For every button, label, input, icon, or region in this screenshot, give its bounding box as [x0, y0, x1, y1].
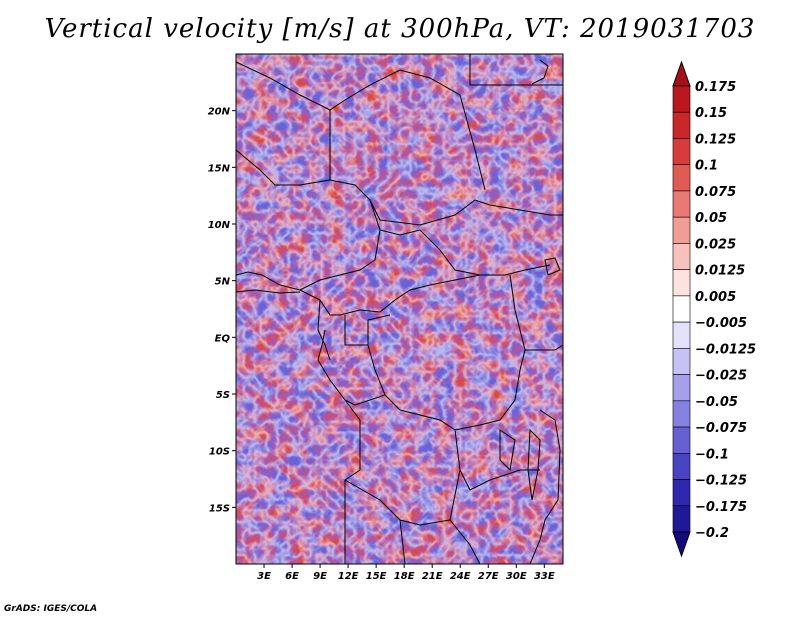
lon-tick-label: 33E	[534, 571, 555, 582]
colorbar-segment	[672, 295, 691, 323]
grads-credit: GrADS: IGES/COLA	[4, 604, 98, 614]
velocity-field-map: 20N 15N 10N 5N EQ 5S 10S 15S 3E 6E 9E 12E 15E 18E 21E…	[208, 53, 564, 582]
colorbar-segment	[672, 452, 691, 480]
colorbar-segment	[672, 374, 691, 402]
colorbar-segment	[672, 190, 691, 218]
lat-tick-label: 5S	[216, 390, 230, 401]
colorbar-segment	[672, 479, 691, 507]
colorbar-label: 0.05	[695, 211, 727, 226]
lon-tick-label: 6E	[285, 571, 299, 582]
colorbar-label: −0.175	[695, 500, 747, 515]
colorbar-label: −0.075	[695, 421, 747, 436]
lon-tick-label: 27E	[478, 571, 499, 582]
colorbar-label: 0.175	[695, 80, 736, 95]
colorbar-segment	[672, 321, 691, 349]
colorbar-label: −0.05	[695, 395, 738, 410]
colorbar-segment	[672, 348, 691, 375]
colorbar-segment	[672, 111, 691, 139]
colorbar-segment	[672, 400, 691, 428]
colorbar-label: −0.0125	[695, 342, 756, 357]
lon-tick-label: 15E	[366, 571, 387, 582]
lat-tick-label: 5N	[215, 277, 231, 288]
colorbar-label: 0.025	[695, 237, 736, 252]
colorbar-segment	[672, 426, 691, 454]
colorbar-label: −0.125	[695, 474, 747, 489]
colorbar-segment	[672, 138, 691, 166]
colorbar-label: 0.1	[695, 159, 718, 174]
colorbar-label: 0.125	[695, 132, 736, 147]
colorbar-label: −0.005	[695, 316, 747, 331]
colorbar-label: 0.005	[695, 290, 736, 305]
lat-tick-label: 10N	[208, 220, 231, 231]
colorbar-segment	[672, 243, 691, 270]
lat-tick-label: 15N	[208, 163, 231, 174]
colorbar-label: −0.2	[695, 526, 729, 541]
lon-tick-label: 18E	[394, 571, 415, 582]
lat-tick-label: EQ	[215, 333, 231, 344]
lon-tick-label: 3E	[257, 571, 271, 582]
colorbar-label: 0.0125	[695, 264, 745, 279]
contour-highlights	[236, 54, 563, 564]
lon-tick-label: 12E	[338, 571, 359, 582]
colorbar-segment	[672, 505, 691, 533]
lat-tick-label: 10S	[209, 447, 230, 458]
colorbar-segment	[672, 269, 691, 297]
colorbar-label: 0.075	[695, 185, 736, 200]
country-borders	[236, 54, 563, 564]
lon-tick-label: 30E	[506, 571, 527, 582]
colorbar-segment	[672, 164, 691, 192]
lon-tick-label: 24E	[450, 571, 471, 582]
lat-tick-label: 15S	[209, 503, 230, 514]
colorbar-max-triangle	[672, 60, 691, 87]
colorbar-legend: 0.175 0.15 0.125 0.1 0.075 0.05 0.025 0.0125 0.0…	[672, 60, 756, 558]
map-frame	[235, 53, 564, 565]
chart-title: Vertical velocity [m/s] at 300hPa, VT: 2…	[44, 14, 756, 44]
colorbar-label: −0.025	[695, 369, 747, 384]
colorbar-segment	[672, 216, 691, 244]
lon-tick-label: 21E	[422, 571, 443, 582]
lon-tick-label: 9E	[313, 571, 327, 582]
lat-tick-label: 20N	[208, 107, 231, 118]
colorbar-segment	[672, 85, 691, 113]
colorbar-label: 0.15	[695, 106, 727, 121]
colorbar-min-triangle	[672, 531, 691, 558]
colorbar-label: −0.1	[695, 447, 729, 462]
